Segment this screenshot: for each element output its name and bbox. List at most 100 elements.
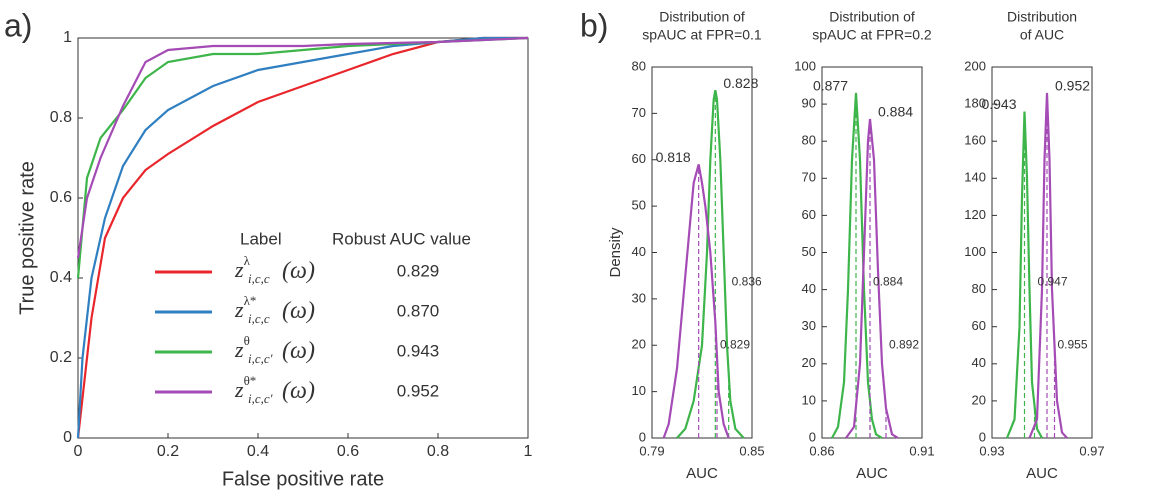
chart-title: Distribution of <box>659 9 745 25</box>
x-tick-label: 0 <box>74 443 83 460</box>
x-tick-label: 1 <box>524 443 533 460</box>
label-base: z <box>234 377 244 402</box>
mean-label: 0.884 <box>878 104 913 120</box>
y-tick-label: 70 <box>632 105 646 120</box>
upper-label: 0.947 <box>1038 274 1068 288</box>
x-tick-label: 0.97 <box>1079 443 1104 458</box>
legend-value: 0.870 <box>397 301 440 320</box>
y-tick-label: 40 <box>802 281 816 296</box>
label-arg: (ω) <box>282 338 315 364</box>
plot-frame <box>651 66 753 439</box>
label-sub: i,c,c' <box>248 351 273 366</box>
y-tick-label: 180 <box>964 96 986 111</box>
y-axis-label: True positive rate <box>16 161 38 315</box>
y-tick-label: 60 <box>972 318 986 333</box>
legend-label: zλ i,c,c (ω) <box>234 253 315 286</box>
y-tick-label: 60 <box>632 151 646 166</box>
x-tick-label: 0.85 <box>739 443 764 458</box>
x-tick-label: 0.6 <box>337 443 359 460</box>
y-tick-label: 90 <box>802 96 816 111</box>
label-sup: θ <box>244 333 250 348</box>
y-tick-label: 1 <box>63 29 72 46</box>
y-tick-label: 100 <box>794 58 816 73</box>
legend-value: 0.829 <box>397 261 440 280</box>
chart-title: Distribution <box>1007 9 1077 25</box>
chart-title: of AUC <box>1020 27 1064 43</box>
y-tick-label: 20 <box>802 355 816 370</box>
label-sup: λ <box>244 253 251 268</box>
label-arg: (ω) <box>282 258 315 284</box>
legend-label: zθ i,c,c' (ω) <box>234 333 315 366</box>
y-axis-label: Density <box>607 227 624 278</box>
curve <box>662 164 730 439</box>
mean-label: 0.943 <box>981 96 1016 112</box>
y-tick-label: 0.6 <box>50 189 72 206</box>
y-tick-label: 50 <box>632 198 646 213</box>
label-sub: i,c,c <box>248 271 270 286</box>
curve <box>76 36 529 279</box>
y-tick-label: 10 <box>632 383 646 398</box>
upper-label: 0.829 <box>720 337 750 351</box>
label-sub: i,c,c <box>248 311 270 326</box>
curve <box>76 36 528 439</box>
x-axis-label: AUC <box>686 465 718 482</box>
y-tick-label: 120 <box>964 207 986 222</box>
y-tick-label: 20 <box>632 337 646 352</box>
y-tick-label: 10 <box>802 392 816 407</box>
y-tick-label: 30 <box>632 290 646 305</box>
chart-title: spAUC at FPR=0.1 <box>642 27 762 43</box>
y-tick-label: 0 <box>63 429 72 446</box>
label-sub: i,c,c' <box>248 391 273 406</box>
x-tick-label: 0.91 <box>909 443 934 458</box>
mean-label: 0.818 <box>656 149 691 165</box>
y-tick-label: 50 <box>802 244 816 259</box>
chart-title: spAUC at FPR=0.2 <box>812 27 932 43</box>
mean-label: 0.877 <box>813 78 848 94</box>
label-base: z <box>234 257 244 282</box>
legend-header: Robust AUC value <box>332 229 471 248</box>
plot-frame <box>821 66 923 439</box>
y-tick-label: 80 <box>972 281 986 296</box>
label-sup: λ* <box>244 293 257 308</box>
upper-label: 0.884 <box>873 274 903 288</box>
x-axis-label: AUC <box>856 465 888 482</box>
upper-label: 0.955 <box>1058 337 1088 351</box>
mean-label: 0.828 <box>723 75 758 91</box>
legend-value: 0.952 <box>397 381 440 400</box>
curve <box>845 118 899 439</box>
y-tick-label: 140 <box>964 170 986 185</box>
x-tick-label: 0.8 <box>427 443 449 460</box>
y-tick-label: 40 <box>972 355 986 370</box>
x-tick-label: 0.2 <box>157 443 179 460</box>
y-tick-label: 40 <box>632 244 646 259</box>
label-base: z <box>234 297 244 322</box>
x-tick-label: 0.79 <box>639 443 664 458</box>
upper-label: 0.836 <box>732 274 762 288</box>
y-tick-label: 0 <box>979 429 986 444</box>
y-tick-label: 100 <box>964 244 986 259</box>
y-tick-label: 160 <box>964 133 986 148</box>
chart-title: Distribution of <box>829 9 915 25</box>
legend-value: 0.943 <box>397 341 440 360</box>
plot-area <box>831 92 899 439</box>
y-tick-label: 0.8 <box>50 109 72 126</box>
curve <box>831 92 883 439</box>
legend-label: zλ* i,c,c (ω) <box>234 293 315 326</box>
x-tick-label: 0.4 <box>247 443 269 460</box>
plot-area <box>1005 92 1068 439</box>
upper-label: 0.892 <box>889 337 919 351</box>
label-sup: θ* <box>244 373 257 388</box>
y-tick-label: 60 <box>802 207 816 222</box>
label-arg: (ω) <box>282 298 315 324</box>
label-base: z <box>234 337 244 362</box>
y-tick-label: 0.4 <box>50 269 72 286</box>
y-tick-label: 200 <box>964 58 986 73</box>
y-tick-label: 20 <box>972 392 986 407</box>
plot-frame <box>77 37 529 439</box>
y-tick-label: 30 <box>802 318 816 333</box>
y-tick-label: 80 <box>632 58 646 73</box>
curve <box>1028 92 1068 439</box>
y-tick-label: 0.2 <box>50 349 72 366</box>
x-axis-label: AUC <box>1026 465 1058 482</box>
plot-area <box>662 89 745 439</box>
